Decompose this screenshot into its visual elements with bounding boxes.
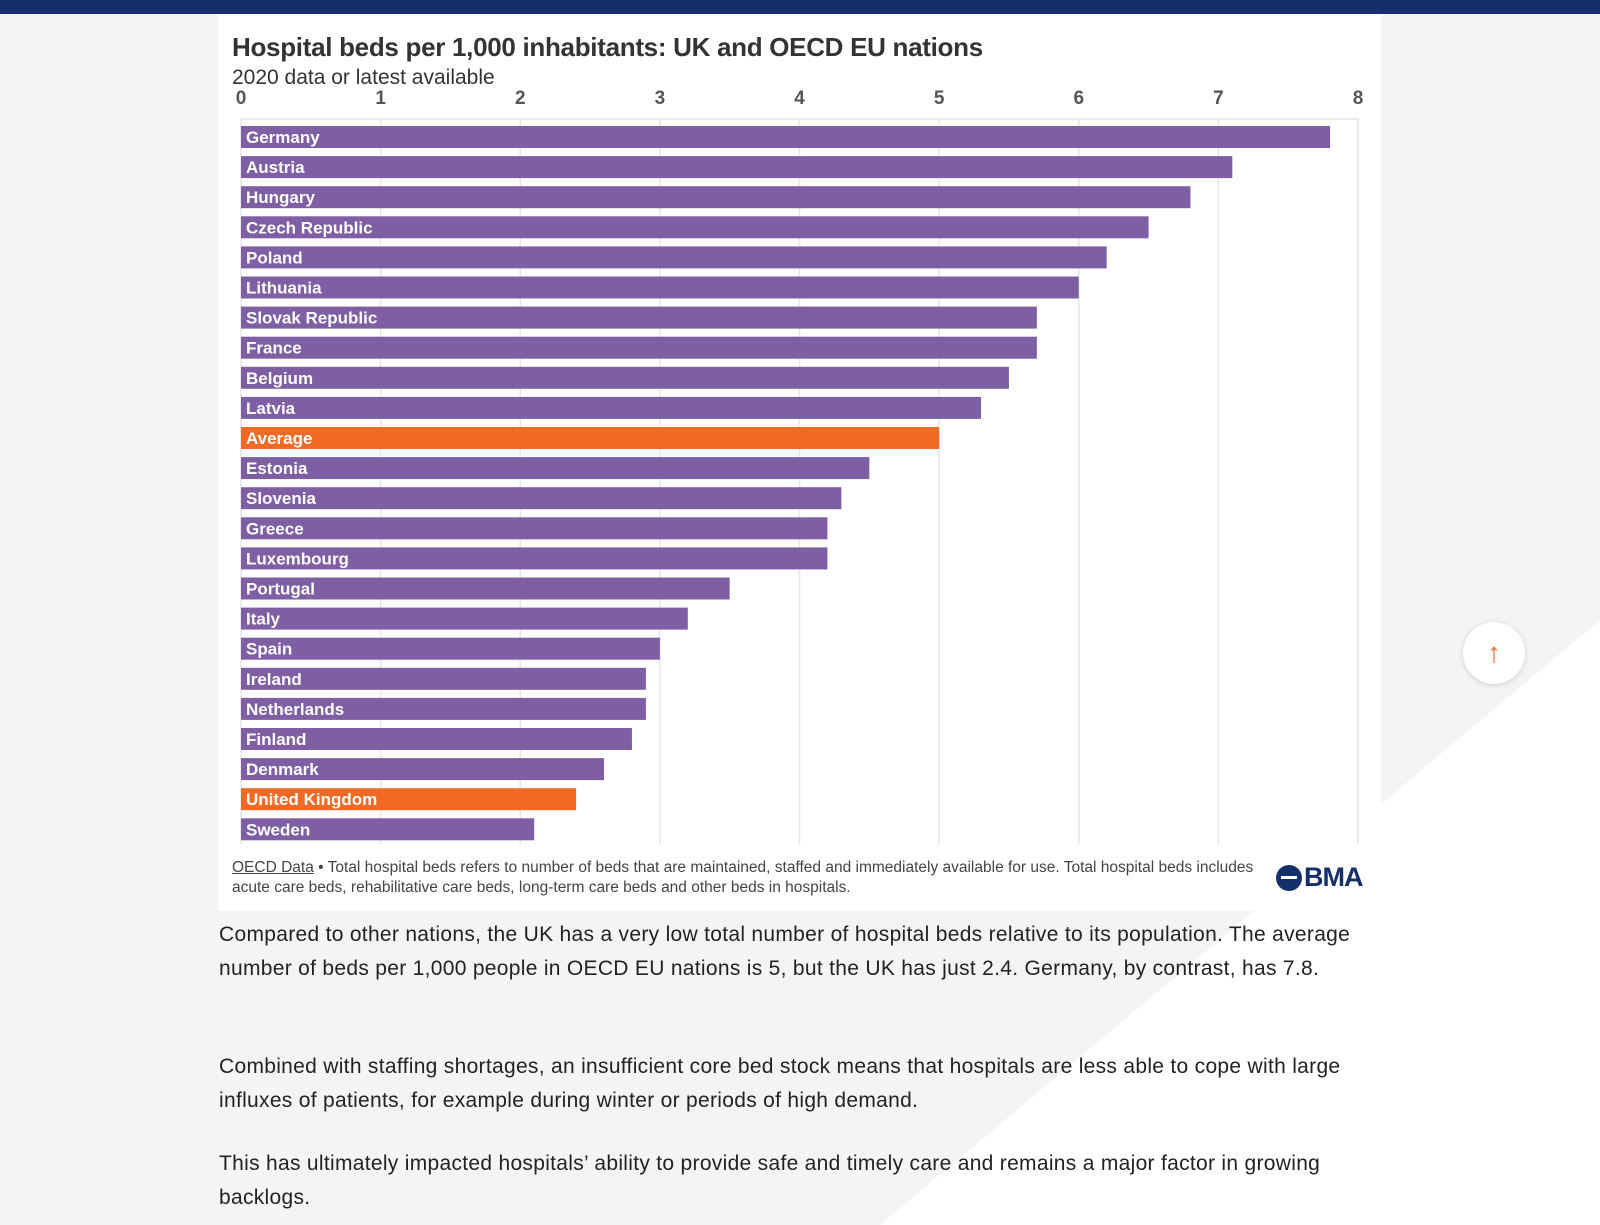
bar-slovak-republic: [241, 306, 1037, 329]
bar-germany: [241, 126, 1331, 148]
footnote-text: • Total hospital beds refers to number o…: [232, 859, 1254, 896]
bar-united-kingdom: [241, 788, 577, 811]
bar-label: Latvia: [246, 399, 296, 418]
bar-label: Netherlands: [246, 700, 344, 719]
bar-chart: 0 1 2 3 4 5 6 7 8 Germany Austria Hungary Czech Repu…: [236, 88, 1364, 844]
paragraph: This has ultimately impacted hospitals’ …: [219, 1152, 1321, 1209]
bar-average: [241, 427, 940, 449]
bar-label: Austria: [246, 158, 305, 177]
paragraph: Compared to other nations, the UK has a …: [219, 923, 1351, 980]
bar-poland: [241, 246, 1107, 269]
bar-netherlands: [241, 697, 646, 720]
bma-seal-icon: [1276, 864, 1302, 891]
bar-label: Ireland: [246, 670, 302, 689]
bar-label: Poland: [246, 248, 303, 267]
bar-label: Denmark: [246, 760, 319, 779]
bar-label: Portugal: [246, 580, 315, 599]
x-tick-label: 6: [1073, 88, 1084, 109]
bar-label: Slovak Republic: [246, 309, 377, 328]
bar-finland: [241, 728, 632, 750]
top-nav-bar: [0, 0, 1600, 14]
oecd-data-link[interactable]: OECD Data: [232, 859, 314, 876]
bar-austria: [241, 156, 1233, 179]
bar-lithuania: [241, 276, 1079, 299]
bar-label: Sweden: [246, 820, 310, 839]
bar-hungary: [241, 186, 1191, 209]
bar-luxembourg: [241, 547, 828, 570]
bar-label: Average: [246, 429, 312, 448]
bar-label: Slovenia: [246, 489, 316, 508]
x-tick-label: 4: [794, 88, 805, 109]
bar-italy: [241, 607, 688, 630]
bar-slovenia: [241, 487, 842, 510]
bar-sweden: [241, 818, 535, 841]
scroll-to-top-button[interactable]: ↑: [1463, 622, 1525, 684]
bar-label: Czech Republic: [246, 218, 373, 237]
bar-spain: [241, 637, 660, 660]
bar-label: Belgium: [246, 369, 313, 388]
bar-label: Spain: [246, 640, 292, 659]
bma-logo: BMA: [1276, 862, 1363, 893]
x-tick-label: 2: [515, 88, 526, 109]
bar-label: United Kingdom: [246, 790, 377, 809]
bar-label: France: [246, 339, 302, 358]
bar-czech-republic: [241, 216, 1149, 239]
x-tick-label: 3: [655, 88, 666, 109]
bar-greece: [241, 517, 828, 540]
arrow-up-icon: ↑: [1487, 637, 1501, 668]
x-tick-label: 5: [934, 88, 945, 109]
paragraph: Combined with staffing shortages, an ins…: [219, 1055, 1341, 1112]
bar-label: Estonia: [246, 459, 308, 478]
bar-latvia: [241, 396, 982, 419]
bar-label: Lithuania: [246, 279, 322, 298]
bar-label: Italy: [246, 610, 281, 629]
x-tick-label: 0: [236, 88, 247, 109]
bar-belgium: [241, 366, 1009, 389]
bar-label: Finland: [246, 730, 306, 749]
chart-title: Hospital beds per 1,000 inhabitants: UK …: [232, 32, 983, 62]
chart-footnote: OECD Data • Total hospital beds refers t…: [232, 858, 1262, 898]
bar-portugal: [241, 577, 730, 600]
bar-denmark: [241, 758, 605, 781]
bar-label: Luxembourg: [246, 549, 349, 568]
x-tick-label: 7: [1213, 88, 1224, 109]
x-tick-label: 8: [1353, 88, 1364, 109]
bar-label: Hungary: [246, 188, 316, 207]
bar-estonia: [241, 457, 870, 480]
bar-france: [241, 336, 1037, 359]
bar-ireland: [241, 667, 646, 690]
bar-label: Greece: [246, 519, 304, 538]
bar-label: Germany: [246, 128, 320, 147]
chart-card: Hospital beds per 1,000 inhabitants: UK …: [218, 14, 1381, 911]
x-tick-label: 1: [375, 88, 386, 109]
chart-subtitle: 2020 data or latest available: [232, 66, 495, 89]
